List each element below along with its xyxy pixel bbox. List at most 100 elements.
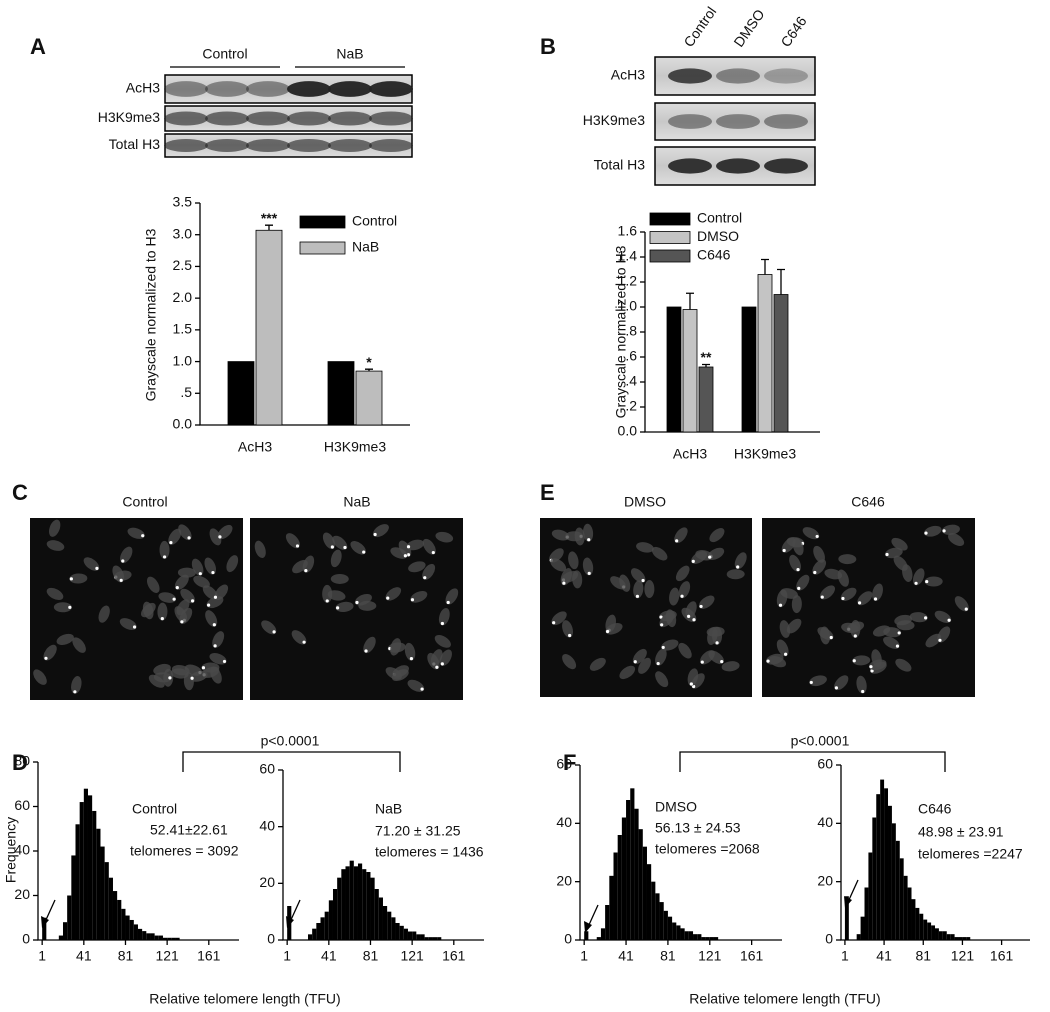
telomere-dot [942,529,946,533]
histogram-bar [117,899,122,940]
chromosome [894,614,913,626]
chromosome [685,601,697,619]
telomere-dot [121,559,125,563]
blot-band [287,111,331,126]
chromosome [661,639,679,651]
chromosome [69,573,88,584]
histogram-bar [927,922,932,940]
legend-label: C646 [697,247,731,263]
image-title: DMSO [624,494,666,510]
chromosome [707,547,725,561]
telomere-dot [870,669,874,673]
error-bar [686,292,694,310]
x-tick-label: 81 [915,948,931,964]
telomere-dot [964,607,968,611]
histogram-bar [876,794,881,940]
chromosome [354,593,372,606]
telomere-dot [873,597,878,601]
y-tick-label: 3.0 [173,225,193,241]
annotation: telomeres = 3092 [130,843,239,859]
chromosome [813,545,825,563]
chromosome [568,551,579,570]
chromosome [177,567,196,578]
telomere-dot [897,631,901,635]
telomere-dot [700,660,704,664]
blot-lane-label: Control [680,4,719,50]
histogram-bar [942,931,947,940]
telomere-dot [160,617,164,621]
bar [773,294,789,433]
chromosome [776,589,788,608]
histogram-bar [171,937,176,940]
error-bar [761,258,769,275]
histogram-bar [162,937,168,940]
telomere-dot [605,629,610,634]
telomere-dot [784,652,788,656]
chromosome [674,527,688,544]
telomere-dot [689,682,693,686]
telomere-dot [925,579,929,584]
histogram-bar [946,934,951,940]
telomere-dot [201,666,206,670]
chromosome [43,644,57,661]
chromosome [407,679,425,692]
histogram-bar [345,866,350,940]
histogram-bar [621,817,627,940]
histogram-bar [366,872,371,940]
histogram-bar [880,779,885,940]
histogram-bar [844,896,849,940]
histogram-bar [911,899,916,940]
telomere-dot [656,661,660,666]
chromosome [350,541,366,555]
chromosome [691,550,708,565]
telomere-dot [141,534,145,538]
histogram-bar [697,934,702,940]
chromosome [678,642,692,659]
telomere-dot [660,623,664,627]
x-tick-label: 41 [876,948,892,964]
telomere-dot [861,689,865,694]
telomere-dot [410,598,415,602]
histogram-bar [307,934,313,940]
chromosome [332,535,348,550]
histogram-bar [75,824,80,940]
telomere-dot [869,665,873,669]
x-tick-label: AcH3 [673,446,707,462]
bar [682,309,698,433]
histogram-bar [378,897,383,940]
chromosome [632,648,647,665]
histogram-bar [432,937,438,940]
histogram-bar [680,928,685,940]
blot [654,102,816,141]
chromosome [605,623,623,635]
histogram-bar [67,895,72,940]
legend-label: Control [697,210,742,226]
telomere-dot [302,640,306,644]
legend-swatch [649,231,691,244]
blot-band [246,81,290,97]
chromosome [872,583,883,602]
chromosome [406,539,425,551]
telomere-dot [162,555,167,559]
chromosome [551,611,567,626]
image-title: NaB [343,494,370,510]
telomere-dot [587,571,591,575]
histogram-bar [659,902,664,940]
chromosome [56,633,74,646]
telomere-dot [661,645,665,650]
telomere-dot [914,581,918,585]
histogram-bar [79,802,84,940]
chromosome [583,523,594,542]
histogram-bar [899,858,904,940]
legend-label: DMSO [697,228,739,244]
chromosome [330,549,342,568]
histogram-bar [891,823,896,940]
chromosome [644,580,655,599]
histogram-bar [962,937,967,940]
legend-swatch [299,215,346,229]
image-title: Control [122,494,167,510]
chromosome [924,576,943,587]
blot-band [328,111,372,126]
telomere-dot [420,687,424,691]
legend-label: Control [352,213,397,229]
